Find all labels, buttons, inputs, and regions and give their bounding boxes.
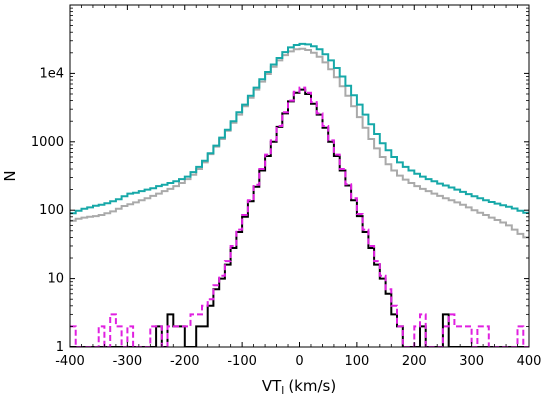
- x-axis-label: VTl (km/s): [262, 377, 336, 397]
- x-tick-label: 0: [295, 354, 303, 369]
- x-tick-label: 100: [344, 354, 369, 369]
- x-tick-label: -300: [113, 354, 143, 369]
- y-tick-label: 1e4: [39, 66, 64, 81]
- x-tick-label: -400: [55, 354, 85, 369]
- ticks-layer: -400 -300 -200 -100 0 100 200 300 400 1 10 100 1000 1…: [31, 5, 542, 369]
- plot-frame: [69, 4, 530, 348]
- x-tick-label: 200: [402, 354, 427, 369]
- series-2-line: [70, 88, 529, 347]
- x-axis-label-unit: (km/s): [288, 377, 336, 395]
- x-axis-label-main: VT: [262, 377, 282, 395]
- x-tick-label: -200: [170, 354, 200, 369]
- y-tick-label: 1: [56, 340, 64, 355]
- x-tick-label: -100: [227, 354, 257, 369]
- y-tick-label: 1000: [31, 135, 64, 150]
- y-tick-label: 10: [47, 272, 64, 287]
- x-axis-label-subscript: l: [281, 384, 284, 397]
- x-tick-label: 300: [459, 354, 484, 369]
- series-layer: [70, 42, 529, 347]
- series-1-line: [70, 42, 529, 215]
- x-tick-label: 400: [517, 354, 542, 369]
- y-axis-label: N: [1, 170, 19, 181]
- series-3-line: [70, 86, 529, 347]
- y-tick-label: 100: [39, 203, 64, 218]
- series-0-line: [70, 47, 529, 239]
